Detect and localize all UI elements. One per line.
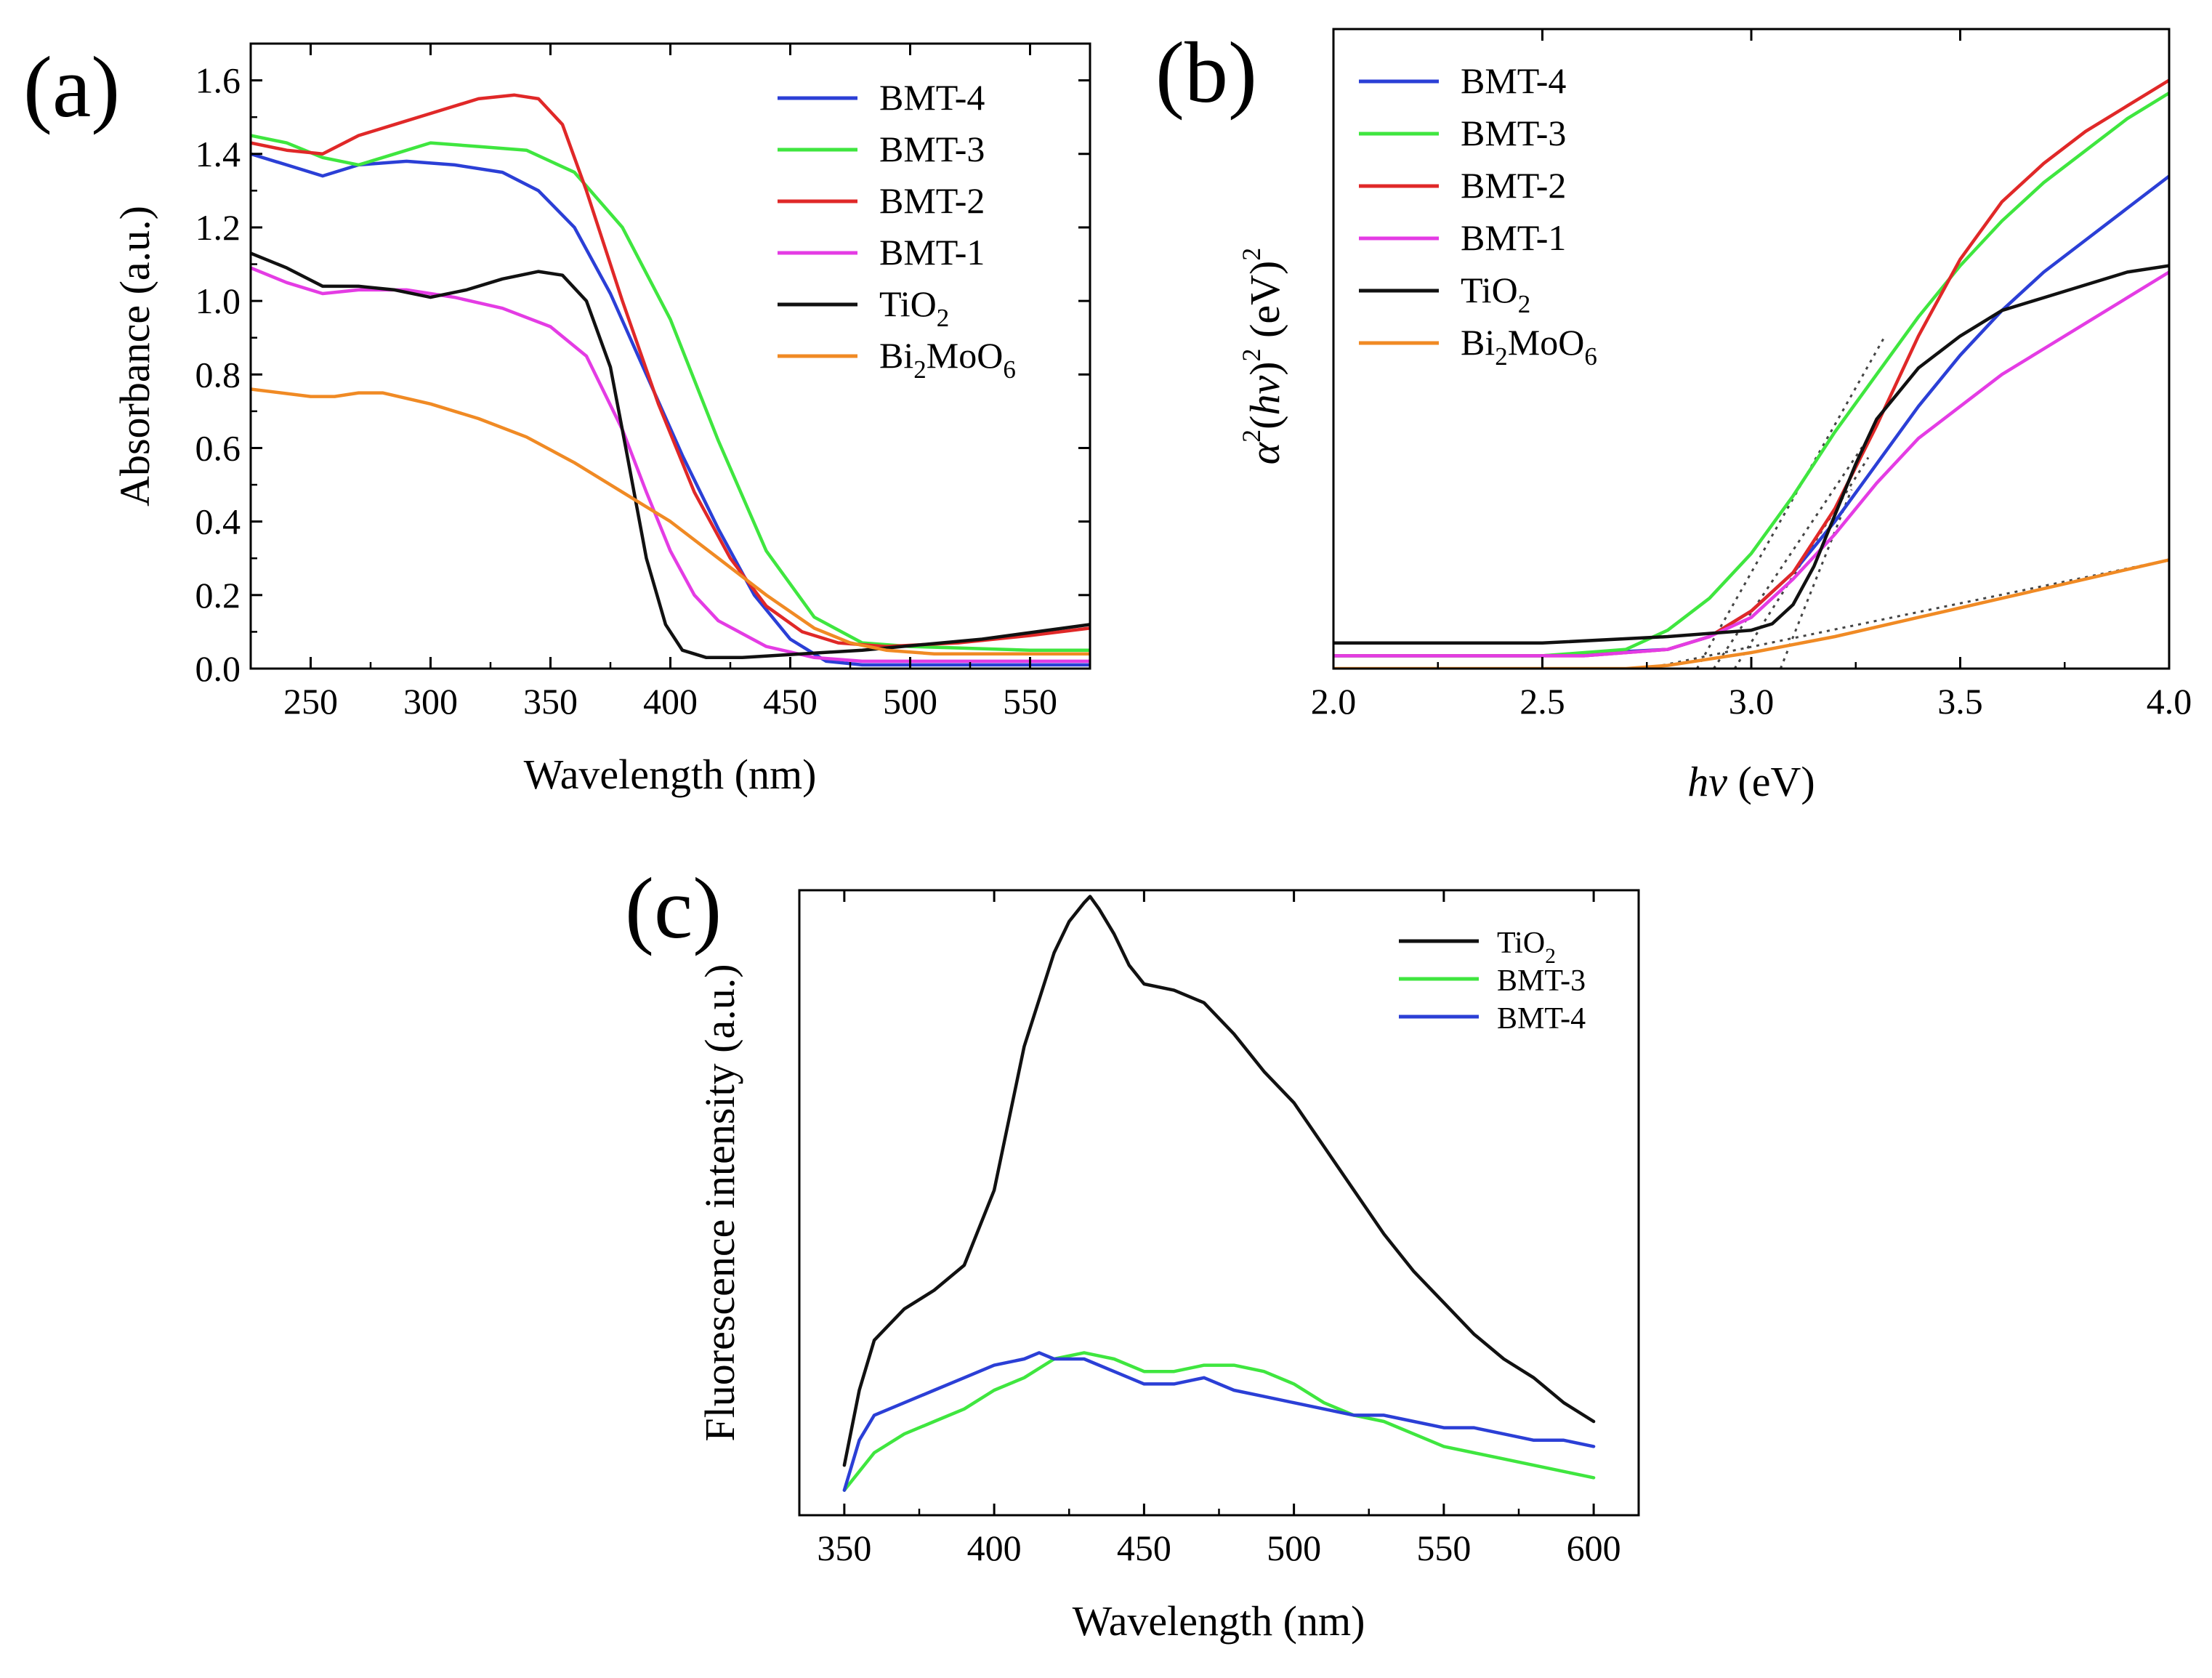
panel-c-y-axis-title: Fluorescence intensity (a.u.) (696, 964, 743, 1441)
panel-c: (c) 350 400 450 500 550 600 Wavelength (nm) F… (625, 860, 1640, 1645)
panel-c-series-bmt-4 (842, 1351, 1596, 1492)
panel-a-y-tick-label: 1.0 (195, 281, 241, 321)
panel-a-y-axis: 0.0 0.2 0.4 0.6 0.8 1.0 1.2 1.4 1.6 (195, 60, 1090, 689)
panel-c-x-tick-label: 450 (1117, 1528, 1171, 1568)
panel-b-fit-line-2 (1713, 424, 1878, 669)
panel-a-y-tick-label: 0.4 (195, 501, 241, 542)
panel-b-legend-label-bmt-4: BMT-4 (1461, 60, 1566, 101)
panel-a-y-tick-label: 0.2 (195, 575, 241, 616)
panel-c-series-tio2 (842, 895, 1596, 1467)
panel-a-x-tick-label: 350 (523, 681, 578, 722)
panel-b-x-tick-label: 3.5 (1937, 681, 1983, 722)
panel-a-x-tick-label: 500 (883, 681, 937, 722)
panel-b-legend-label-bmt-3: BMT-3 (1461, 113, 1566, 153)
panel-b-y-title-hv: hv (1241, 376, 1288, 416)
panel-b-x-tick-label: 3.0 (1729, 681, 1775, 722)
panel-a-series-bmt-1 (251, 266, 1090, 663)
panel-b-y-title-sup2: 2 (1237, 348, 1266, 361)
panel-a-x-tick-label: 300 (403, 681, 458, 722)
panel-a-legend-label-bi2moo6: Bi2MoO6 (879, 335, 1016, 384)
panel-b-x-axis: 2.0 2.5 3.0 3.5 4.0 (1311, 29, 2192, 722)
panel-b-legend-label-bi2moo6: Bi2MoO6 (1461, 322, 1597, 371)
panel-b-y-title-paren-close: ) (1241, 361, 1288, 375)
panel-b-y-title-unit: (eV) (1241, 261, 1288, 349)
panel-a-legend-label-bmt-3: BMT-3 (879, 129, 985, 169)
panel-a-legend-label-bmt-1: BMT-1 (879, 232, 985, 273)
panel-b-y-axis-title: α2(hv)2 (eV)2 (1237, 248, 1288, 465)
panel-c-x-tick-label: 500 (1267, 1528, 1321, 1568)
panel-c-x-tick-label: 400 (967, 1528, 1022, 1568)
panel-a-y-tick-label: 0.8 (195, 354, 241, 395)
panel-a-series-bi2moo6 (251, 387, 1090, 656)
panel-a-x-axis: 250 300 350 400 450 500 550 (249, 44, 1091, 722)
panel-a-x-tick-label: 450 (763, 681, 818, 722)
panel-b-x-axis-title-italic: hv (1687, 758, 1727, 805)
panel-a-y-axis-title: Absorbance (a.u.) (111, 206, 158, 507)
panel-a-series-tio2 (251, 251, 1090, 660)
panel-a-legend-label-bmt-2: BMT-2 (879, 180, 985, 221)
panel-b-y-title-sup3: 2 (1237, 248, 1266, 261)
panel-c-legend-label-bmt-4: BMT-4 (1497, 1002, 1586, 1036)
panel-a-y-tick-label: 0.0 (195, 648, 241, 689)
panel-b-fit-lines (1646, 335, 2169, 669)
panel-a-y-tick-label: 0.6 (195, 427, 241, 468)
panel-a-x-tick-label: 400 (643, 681, 698, 722)
panel-c-x-axis-title: Wavelength (nm) (1073, 1597, 1365, 1645)
panel-a-x-axis-title: Wavelength (nm) (524, 751, 817, 798)
panel-a: (a) 250 300 350 400 450 500 550 0.00.20.40.60.… (23, 39, 1091, 798)
panel-c-x-axis: 350 400 450 500 550 600 (817, 890, 1621, 1568)
panel-a-series-lines (251, 93, 1090, 667)
panel-b-y-title-paren-open: ( (1241, 416, 1288, 429)
panel-b-legend-label-bmt-2: BMT-2 (1461, 165, 1566, 206)
panel-b-y-title-sup1: 2 (1237, 429, 1266, 443)
panel-b-x-axis-title: hv (eV) (1687, 758, 1815, 805)
panel-b-fit-line-5 (1646, 558, 2169, 669)
panel-b-x-tick-label: 2.5 (1519, 681, 1565, 722)
panel-c-legend-label-bmt-3: BMT-3 (1497, 964, 1586, 998)
panel-a-legend-label-bmt-4: BMT-4 (879, 77, 985, 118)
panel-b-fit-line-4 (1779, 489, 1853, 669)
panel-c-label: (c) (625, 860, 722, 956)
panel-b-label: (b) (1155, 24, 1257, 121)
panel-a-x-tick-label: 250 (283, 681, 338, 722)
panel-a-x-tick-label: 550 (1003, 681, 1057, 722)
panel-a-label: (a) (23, 39, 120, 135)
panel-a-series-bmt-3 (251, 134, 1090, 652)
panel-c-x-tick-label: 600 (1567, 1528, 1621, 1568)
panel-c-x-tick-label: 350 (817, 1528, 871, 1568)
panel-a-y-tick-label: 1.2 (195, 207, 241, 248)
panel-c-x-tick-label: 550 (1416, 1528, 1471, 1568)
panel-b: (b) 2.0 2.5 3.0 3.5 4.0 hv (eV) α2(hv)2 (eV)… (1155, 24, 2192, 805)
panel-b-fit-line-3 (1733, 456, 1870, 669)
panel-c-series-bmt-3 (842, 1351, 1596, 1492)
panel-b-x-tick-label: 4.0 (2147, 681, 2192, 722)
panel-b-series-lines (1333, 78, 2169, 669)
panel-a-y-tick-label: 1.6 (195, 60, 241, 101)
panel-b-legend-label-bmt-1: BMT-1 (1461, 217, 1566, 258)
panel-b-x-axis-title-unit: (eV) (1727, 758, 1815, 805)
panel-b-x-tick-label: 2.0 (1311, 681, 1357, 722)
panel-c-series-lines (842, 895, 1596, 1492)
panel-a-legend-label-tio2: TiO2 (879, 283, 949, 332)
panel-b-series-bmt-1 (1333, 270, 2169, 658)
panel-b-legend-label-tio2: TiO2 (1461, 270, 1530, 318)
panel-b-series-tio2 (1333, 264, 2169, 645)
panel-b-series-bmt-3 (1333, 91, 2169, 658)
panel-a-series-bmt-4 (251, 152, 1090, 667)
panel-b-y-title-alpha: α (1241, 441, 1288, 464)
panel-a-y-tick-label: 1.4 (195, 134, 241, 174)
panel-c-legend-label-tio2: TiO2 (1497, 927, 1556, 968)
